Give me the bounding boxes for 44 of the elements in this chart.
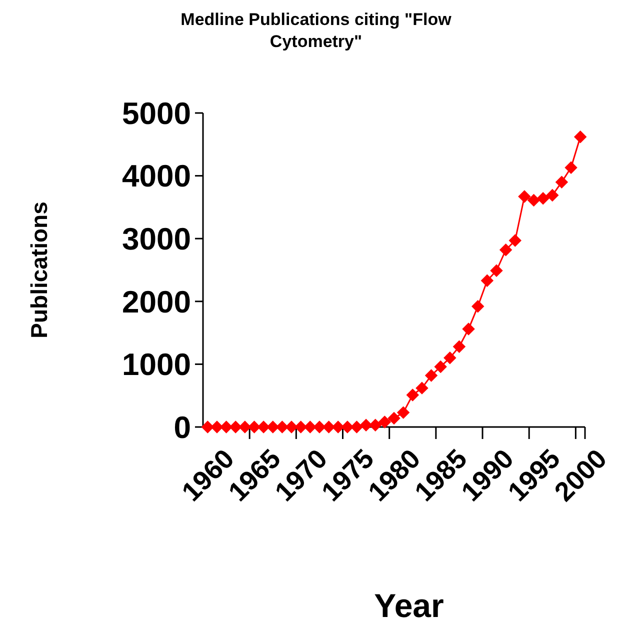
point xyxy=(527,194,540,207)
point xyxy=(322,420,336,434)
point xyxy=(480,274,494,288)
point xyxy=(276,420,289,434)
point xyxy=(332,420,344,434)
point xyxy=(444,352,456,364)
point xyxy=(350,420,364,434)
point xyxy=(388,412,400,425)
y-tick-label: 0 xyxy=(174,410,191,445)
y-axis-title: Publications xyxy=(26,202,52,338)
point xyxy=(574,130,587,144)
point xyxy=(378,416,392,428)
y-tick-label: 1000 xyxy=(122,347,191,382)
y-tick-label: 5000 xyxy=(122,96,191,131)
point xyxy=(536,192,550,205)
point xyxy=(360,418,372,432)
point xyxy=(416,382,428,394)
point xyxy=(201,420,214,434)
point xyxy=(257,420,270,434)
point xyxy=(369,418,382,432)
point xyxy=(508,234,522,247)
point xyxy=(490,264,503,277)
point xyxy=(462,322,475,336)
point xyxy=(396,406,410,419)
point xyxy=(564,161,578,174)
point xyxy=(555,176,568,188)
y-tick-label: 3000 xyxy=(122,221,191,256)
x-axis-title: Year xyxy=(374,587,444,623)
point xyxy=(546,188,559,202)
point xyxy=(452,340,466,353)
y-tick-label: 4000 xyxy=(122,158,191,194)
point xyxy=(248,420,261,434)
chart-title: Medline Publications citing "Flow Cytometry" xyxy=(180,10,452,51)
point xyxy=(471,300,484,313)
point xyxy=(294,420,308,434)
point xyxy=(518,190,531,203)
point xyxy=(220,420,233,434)
point xyxy=(499,244,512,256)
point xyxy=(424,369,438,382)
point xyxy=(304,420,317,434)
point xyxy=(434,360,447,374)
y-tick-label: 2000 xyxy=(122,284,191,320)
point xyxy=(229,420,242,434)
point xyxy=(406,388,419,402)
